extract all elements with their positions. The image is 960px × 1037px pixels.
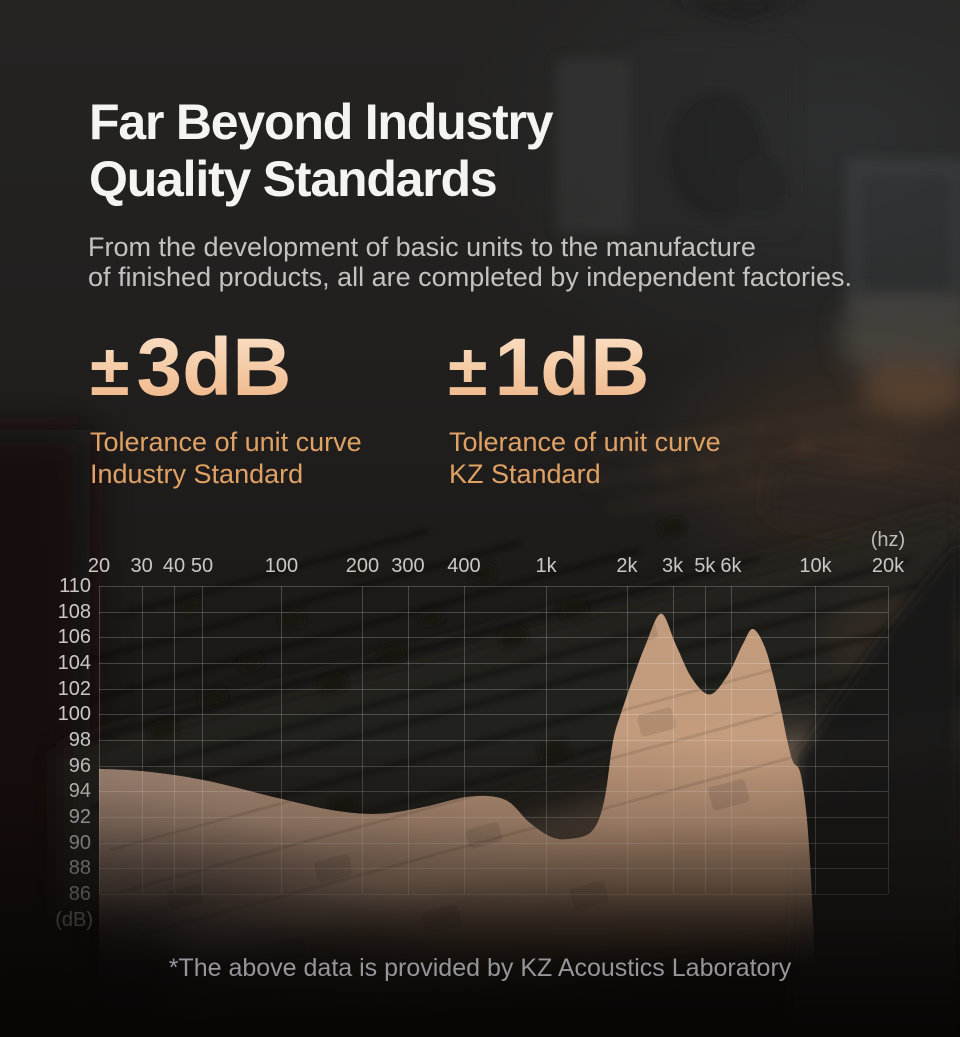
y-tick-label-86: 86 [68, 883, 91, 905]
stat-industry-number: 3dB [136, 322, 292, 413]
x-tick-label-20k: 20k [871, 555, 905, 577]
y-tick-label-98: 98 [68, 729, 91, 751]
x-axis-unit-label: (hz) [870, 529, 906, 551]
y-tick-label-104: 104 [57, 652, 91, 674]
x-tick-label-20: 20 [87, 555, 111, 577]
y-tick-label-92: 92 [68, 806, 91, 828]
y-tick-label-88: 88 [68, 857, 91, 880]
stat-industry-caption-line-1: Tolerance of unit curve [90, 427, 362, 457]
plus-minus-sign: ± [448, 331, 488, 411]
y-tick-label-94: 94 [68, 780, 91, 803]
x-tick-label-5k: 5k [694, 555, 716, 577]
y-tick-label-90: 90 [68, 831, 91, 854]
y-axis-unit-label: (dB) [55, 909, 93, 931]
x-tick-label-30: 30 [130, 555, 153, 577]
subtitle-line-1: From the development of basic units to t… [88, 232, 756, 262]
y-tick-label-108: 108 [57, 600, 91, 623]
page-title: Far Beyond Industry Quality Standards [89, 94, 554, 208]
x-tick-label-3k: 3k [661, 555, 684, 577]
x-tick-label-300: 300 [391, 555, 425, 577]
y-tick-label-102: 102 [57, 677, 91, 700]
x-tick-label-200: 200 [345, 555, 380, 577]
x-tick-label-10k: 10k [799, 555, 832, 577]
footnote: *The above data is provided by KZ Acoust… [168, 954, 792, 982]
x-tick-label-2k: 2k [616, 555, 638, 577]
stat-kz-number: 1dB [494, 322, 650, 413]
x-tick-label-50: 50 [190, 555, 214, 577]
x-tick-label-100: 100 [264, 555, 299, 577]
y-tick-label-106: 106 [57, 626, 91, 649]
y-tick-label-100: 100 [57, 703, 91, 726]
stat-industry-tolerance: ±3dB [90, 327, 291, 412]
y-tick-label-110: 110 [59, 575, 91, 597]
x-tick-label-1k: 1k [535, 555, 557, 577]
stat-kz-caption: Tolerance of unit curve KZ Standard [449, 427, 721, 490]
y-tick-label-96: 96 [68, 754, 91, 777]
title-line-1: Far Beyond Industry [89, 94, 554, 150]
x-tick-label-400: 400 [447, 555, 481, 577]
stat-industry-caption-line-2: Industry Standard [90, 458, 304, 489]
title-line-2: Quality Standards [89, 151, 498, 207]
x-tick-label-6k: 6k [720, 555, 742, 577]
page-subtitle: From the development of basic units to t… [88, 232, 852, 292]
stat-kz-caption-line-2: KZ Standard [449, 458, 601, 489]
stat-industry-caption: Tolerance of unit curve Industry Standard [90, 427, 362, 490]
stat-kz-tolerance: ±1dB [448, 327, 649, 412]
x-tick-label-40: 40 [162, 555, 186, 577]
subtitle-line-2: of finished products, all are completed … [88, 262, 852, 292]
stat-kz-caption-line-1: Tolerance of unit curve [449, 427, 721, 457]
plus-minus-sign: ± [90, 331, 130, 411]
